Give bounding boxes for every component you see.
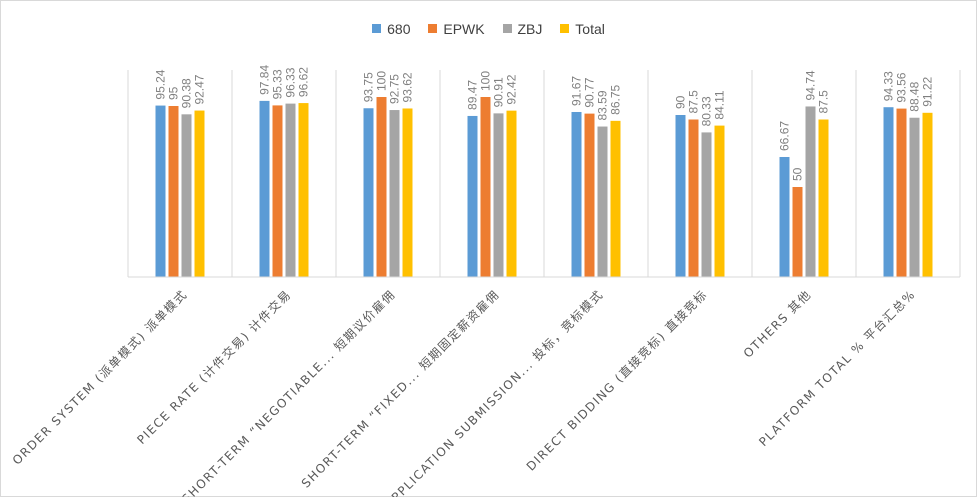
data-label: 92.42 (505, 74, 519, 104)
bar-total-4 (610, 120, 621, 277)
bar-epwk-7 (896, 108, 907, 277)
data-label: 83.59 (596, 90, 610, 120)
data-label: 89.47 (466, 80, 480, 110)
bar-680-7 (883, 107, 894, 278)
bar-680-0 (155, 105, 166, 278)
bar-zbj-4 (597, 126, 608, 278)
legend: 680 EPWK ZBJ Total (0, 20, 977, 37)
bar-680-2 (363, 108, 374, 277)
bar-zbj-0 (181, 114, 192, 277)
data-label: 90 (674, 95, 688, 109)
legend-label-total: Total (575, 20, 605, 37)
bar-epwk-0 (168, 106, 179, 277)
legend-swatch-680 (372, 24, 382, 33)
data-label: 95.33 (271, 69, 285, 99)
data-label: 91.67 (570, 76, 584, 106)
data-label: 90.38 (180, 78, 194, 108)
data-label: 93.62 (401, 72, 415, 102)
bar-total-7 (922, 112, 933, 277)
category-label: ORDER SYSTEM (派单模式) 派单模式 (10, 287, 190, 467)
bar-epwk-6 (792, 187, 803, 277)
category-label: SHORT-TERM “NEGOTIABLE... 短期议价雇佣 (178, 287, 398, 497)
data-label: 87.5 (687, 90, 701, 114)
data-label: 80.33 (700, 96, 714, 126)
data-label: 86.75 (609, 84, 623, 114)
legend-swatch-total (560, 24, 570, 33)
data-label: 84.11 (713, 90, 727, 119)
data-label: 95.24 (154, 69, 168, 99)
data-label: 87.5 (817, 90, 831, 114)
data-label: 90.77 (583, 77, 597, 107)
bar-680-1 (259, 100, 270, 277)
category-label: APPLICATION SUBMISSION... 投标，竞标模式 (381, 287, 606, 497)
bar-epwk-4 (584, 113, 595, 277)
bar-zbj-3 (493, 113, 504, 277)
bar-680-4 (571, 111, 582, 277)
legend-item-zbj: ZBJ (502, 20, 543, 37)
bar-epwk-3 (480, 97, 491, 277)
legend-label-epwk: EPWK (443, 20, 485, 37)
bar-epwk-2 (376, 97, 387, 277)
legend-swatch-zbj (502, 24, 512, 33)
legend-label-680: 680 (387, 20, 411, 37)
data-label: 92.75 (388, 74, 402, 104)
bar-zbj-7 (909, 117, 920, 278)
data-label: 97.84 (258, 65, 272, 95)
category-label: OTHERS 其他 (741, 287, 814, 360)
data-label: 91.22 (921, 76, 935, 106)
bar-680-3 (467, 115, 478, 277)
bar-epwk-5 (688, 119, 699, 277)
data-label: 100 (479, 71, 493, 91)
bar-total-2 (402, 108, 413, 277)
bar-total-3 (506, 110, 517, 277)
bar-680-5 (675, 115, 686, 277)
data-label: 92.47 (193, 74, 207, 104)
bar-total-5 (714, 125, 725, 278)
data-label: 94.74 (804, 70, 818, 100)
bar-680-6 (779, 156, 790, 277)
data-label: 96.62 (297, 67, 311, 97)
data-label: 88.48 (908, 81, 922, 111)
data-label: 50 (791, 167, 805, 181)
legend-item-epwk: EPWK (428, 20, 485, 37)
data-label: 90.91 (492, 77, 506, 107)
category-label: SHORT-TERM “FIXED... 短期固定薪资雇佣 (298, 287, 502, 491)
bar-epwk-1 (272, 105, 283, 277)
bar-zbj-5 (701, 132, 712, 277)
bar-zbj-6 (805, 106, 816, 277)
legend-item-total: Total (560, 21, 605, 37)
legend-swatch-epwk (428, 24, 438, 33)
legend-item-680: 680 (372, 21, 410, 37)
data-label: 96.33 (284, 67, 298, 97)
bar-zbj-2 (389, 110, 400, 277)
data-label: 100 (375, 71, 389, 91)
data-label: 93.75 (362, 72, 376, 102)
legend-label-zbj: ZBJ (517, 20, 543, 37)
bar-total-1 (298, 103, 309, 277)
category-label: DIRECT BIDDING (直接竞标) 直接竞标 (523, 287, 710, 474)
data-label: 95 (167, 86, 181, 100)
bar-zbj-1 (285, 103, 296, 277)
bar-total-0 (194, 110, 205, 277)
data-label: 94.33 (882, 71, 896, 101)
data-label: 93.56 (895, 72, 909, 102)
bar-total-6 (818, 119, 829, 277)
data-label: 66.67 (778, 121, 792, 151)
